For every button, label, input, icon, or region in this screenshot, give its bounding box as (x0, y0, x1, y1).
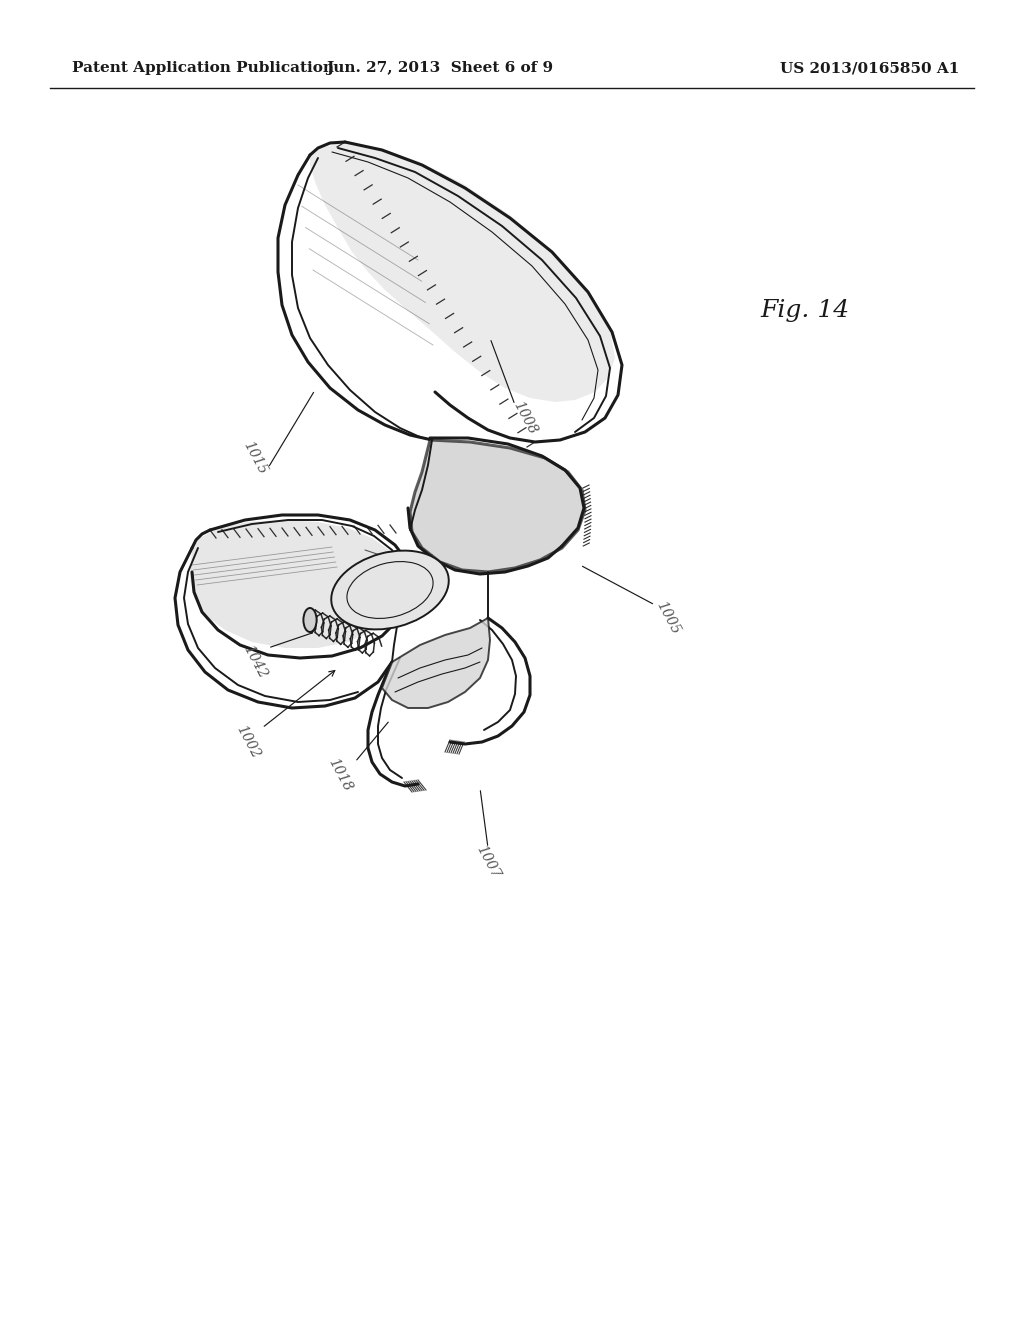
Text: US 2013/0165850 A1: US 2013/0165850 A1 (780, 61, 959, 75)
Polygon shape (310, 143, 615, 403)
Ellipse shape (303, 609, 316, 632)
Text: Fig. 14: Fig. 14 (760, 298, 849, 322)
Text: 1005: 1005 (653, 599, 683, 638)
Text: 1008: 1008 (511, 399, 540, 437)
Text: 1015: 1015 (241, 440, 269, 477)
Text: 1007: 1007 (473, 843, 503, 880)
Text: 1018: 1018 (326, 756, 354, 793)
Polygon shape (382, 618, 490, 708)
Polygon shape (190, 520, 406, 648)
Ellipse shape (331, 550, 449, 630)
Text: Jun. 27, 2013  Sheet 6 of 9: Jun. 27, 2013 Sheet 6 of 9 (327, 61, 554, 75)
Text: 1042: 1042 (241, 643, 269, 681)
Polygon shape (410, 440, 585, 572)
Text: 1002: 1002 (233, 723, 262, 760)
Text: Patent Application Publication: Patent Application Publication (72, 61, 334, 75)
